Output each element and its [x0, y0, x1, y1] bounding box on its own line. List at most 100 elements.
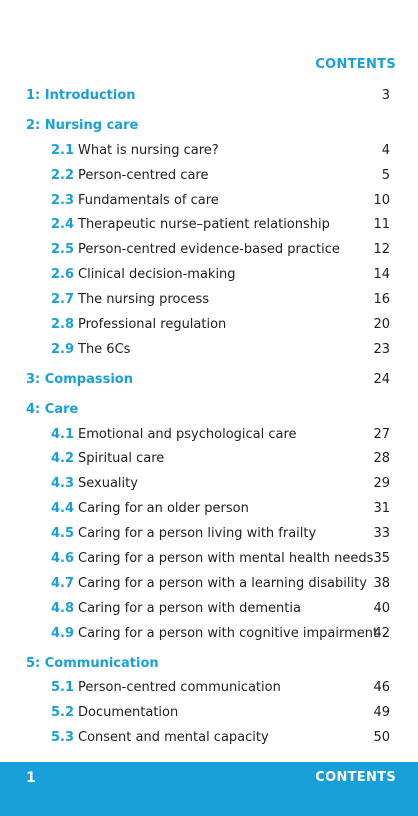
toc-section-row: 4.3 Sexuality 29 — [0, 472, 418, 497]
page-footer: 1 CONTENTS — [0, 762, 418, 816]
toc-section-row: 4.7 Caring for a person with a learning d… — [0, 572, 418, 597]
toc-chapter-row: 2: Nursing care — [0, 114, 418, 139]
contents-heading: CONTENTS — [315, 57, 396, 72]
footer-section-label: CONTENTS — [315, 770, 396, 785]
toc-section-row: 2.6 Clinical decision-making 14 — [0, 263, 418, 288]
toc-page-number: 42 — [373, 625, 390, 641]
toc-section-row: 4.9 Caring for a person with cognitive im… — [0, 622, 418, 647]
toc-chapter-title: 2: Nursing care — [26, 117, 139, 133]
toc-section-number: 5.2 — [51, 705, 75, 721]
toc-section-row: 5.1 Person-centred communication 46 — [0, 676, 418, 701]
toc-section-row: 4.1 Emotional and psychological care 27 — [0, 423, 418, 448]
toc-chapter-row: 4: Care — [0, 398, 418, 423]
toc-section-row: 4.8 Caring for a person with dementia 40 — [0, 597, 418, 622]
toc-section-number: 2.4 — [51, 217, 75, 233]
toc-page-number: 24 — [373, 371, 390, 387]
toc-page-number: 10 — [373, 192, 390, 208]
toc-chapter-title: 4: Care — [26, 401, 79, 417]
toc-page-number: 35 — [373, 551, 390, 567]
toc-section-number: 2.6 — [51, 267, 75, 283]
toc-page-number: 3 — [381, 88, 390, 103]
toc-section-number: 2.1 — [51, 142, 75, 158]
toc-section-title: Caring for a person with a learning disa… — [78, 575, 367, 591]
toc-section-number: 4.8 — [51, 600, 75, 616]
toc-page-number: 29 — [373, 476, 390, 492]
toc-section-title: Consent and mental capacity — [78, 730, 269, 746]
toc-section-number: 4.6 — [51, 551, 75, 567]
toc-section-title: The nursing process — [78, 292, 210, 308]
toc-page-number: 23 — [373, 341, 390, 357]
toc-chapter-row: 1: Introduction 3 — [0, 84, 418, 109]
toc-chapter-title: 5: Communication — [26, 655, 159, 671]
toc-section-number: 4.9 — [51, 625, 75, 641]
table-of-contents: 1: Introduction 3 2: Nursing care 2.1 What i… — [0, 84, 418, 751]
toc-page-number: 27 — [373, 426, 390, 442]
toc-section-row: 4.5 Caring for a person living with frail… — [0, 522, 418, 547]
toc-section-row: 4.2 Spiritual care 28 — [0, 447, 418, 472]
toc-page-number: 20 — [373, 317, 390, 333]
toc-section-number: 4.3 — [51, 476, 75, 492]
toc-section-title: Caring for a person with cognitive impai… — [78, 625, 379, 641]
toc-section-title: Caring for a person with dementia — [78, 600, 301, 616]
toc-page-number: 38 — [373, 575, 390, 591]
toc-section-number: 2.8 — [51, 317, 75, 333]
toc-section-title: Documentation — [78, 705, 179, 721]
toc-page-number: 11 — [373, 217, 390, 233]
toc-section-number: 4.4 — [51, 501, 75, 517]
toc-section-number: 4.7 — [51, 575, 75, 591]
toc-page-number: 12 — [373, 242, 390, 258]
toc-section-row: 2.2 Person-centred care 5 — [0, 164, 418, 189]
footer-page-number: 1 — [26, 770, 36, 786]
toc-section-number: 4.1 — [51, 426, 75, 442]
toc-section-title: The 6Cs — [78, 341, 131, 357]
toc-section-row: 2.9 The 6Cs 23 — [0, 338, 418, 363]
toc-page-number: 5 — [381, 167, 390, 183]
toc-section-title: Spiritual care — [78, 451, 165, 467]
toc-section-row: 4.6 Caring for a person with mental healt… — [0, 547, 418, 572]
toc-section-title: Person-centred care — [78, 167, 209, 183]
toc-chapter-row: 3: Compassion 24 — [0, 368, 418, 393]
toc-section-row: 2.5 Person-centred evidence-based practic… — [0, 238, 418, 263]
toc-section-title: Person-centred evidence-based practice — [78, 242, 340, 258]
toc-page-number: 46 — [373, 680, 390, 696]
toc-section-row: 2.8 Professional regulation 20 — [0, 313, 418, 338]
toc-page-number: 49 — [373, 705, 390, 721]
toc-section-title: Fundamentals of care — [78, 192, 219, 208]
toc-page-number: 31 — [373, 501, 390, 517]
toc-section-number: 2.5 — [51, 242, 75, 258]
toc-chapter-row: 5: Communication — [0, 652, 418, 677]
toc-section-title: Caring for a person with mental health n… — [78, 551, 374, 567]
toc-section-title: Caring for a person living with frailty — [78, 526, 317, 542]
toc-section-number: 4.5 — [51, 526, 75, 542]
toc-section-number: 5.1 — [51, 680, 75, 696]
toc-page-number: 14 — [373, 267, 390, 283]
toc-section-title: Person-centred communication — [78, 680, 281, 696]
toc-section-row: 2.4 Therapeutic nurse–patient relationshi… — [0, 213, 418, 238]
toc-section-number: 2.2 — [51, 167, 75, 183]
toc-page-number: 40 — [373, 600, 390, 616]
toc-page-number: 4 — [381, 142, 390, 158]
toc-section-number: 2.7 — [51, 292, 75, 308]
toc-chapter-title: 3: Compassion — [26, 371, 133, 387]
toc-section-title: Professional regulation — [78, 317, 227, 333]
toc-section-row: 2.7 The nursing process 16 — [0, 288, 418, 313]
toc-section-title: Sexuality — [78, 476, 138, 492]
toc-section-number: 4.2 — [51, 451, 75, 467]
toc-section-row: 5.2 Documentation 49 — [0, 701, 418, 726]
toc-chapter-title: 1: Introduction — [26, 88, 136, 103]
toc-section-title: What is nursing care? — [78, 142, 219, 158]
toc-page-number: 33 — [373, 526, 390, 542]
toc-page-number: 50 — [373, 730, 390, 746]
toc-section-title: Emotional and psychological care — [78, 426, 297, 442]
toc-section-title: Clinical decision-making — [78, 267, 236, 283]
toc-section-title: Therapeutic nurse–patient relationship — [78, 217, 330, 233]
toc-section-number: 2.3 — [51, 192, 75, 208]
toc-section-number: 5.3 — [51, 730, 75, 746]
toc-section-row: 4.4 Caring for an older person 31 — [0, 497, 418, 522]
toc-section-title: Caring for an older person — [78, 501, 249, 517]
toc-section-row: 2.3 Fundamentals of care 10 — [0, 189, 418, 214]
toc-page-number: 16 — [373, 292, 390, 308]
toc-section-number: 2.9 — [51, 341, 75, 357]
toc-section-row: 2.1 What is nursing care? 4 — [0, 139, 418, 164]
toc-section-row: 5.3 Consent and mental capacity 50 — [0, 726, 418, 751]
